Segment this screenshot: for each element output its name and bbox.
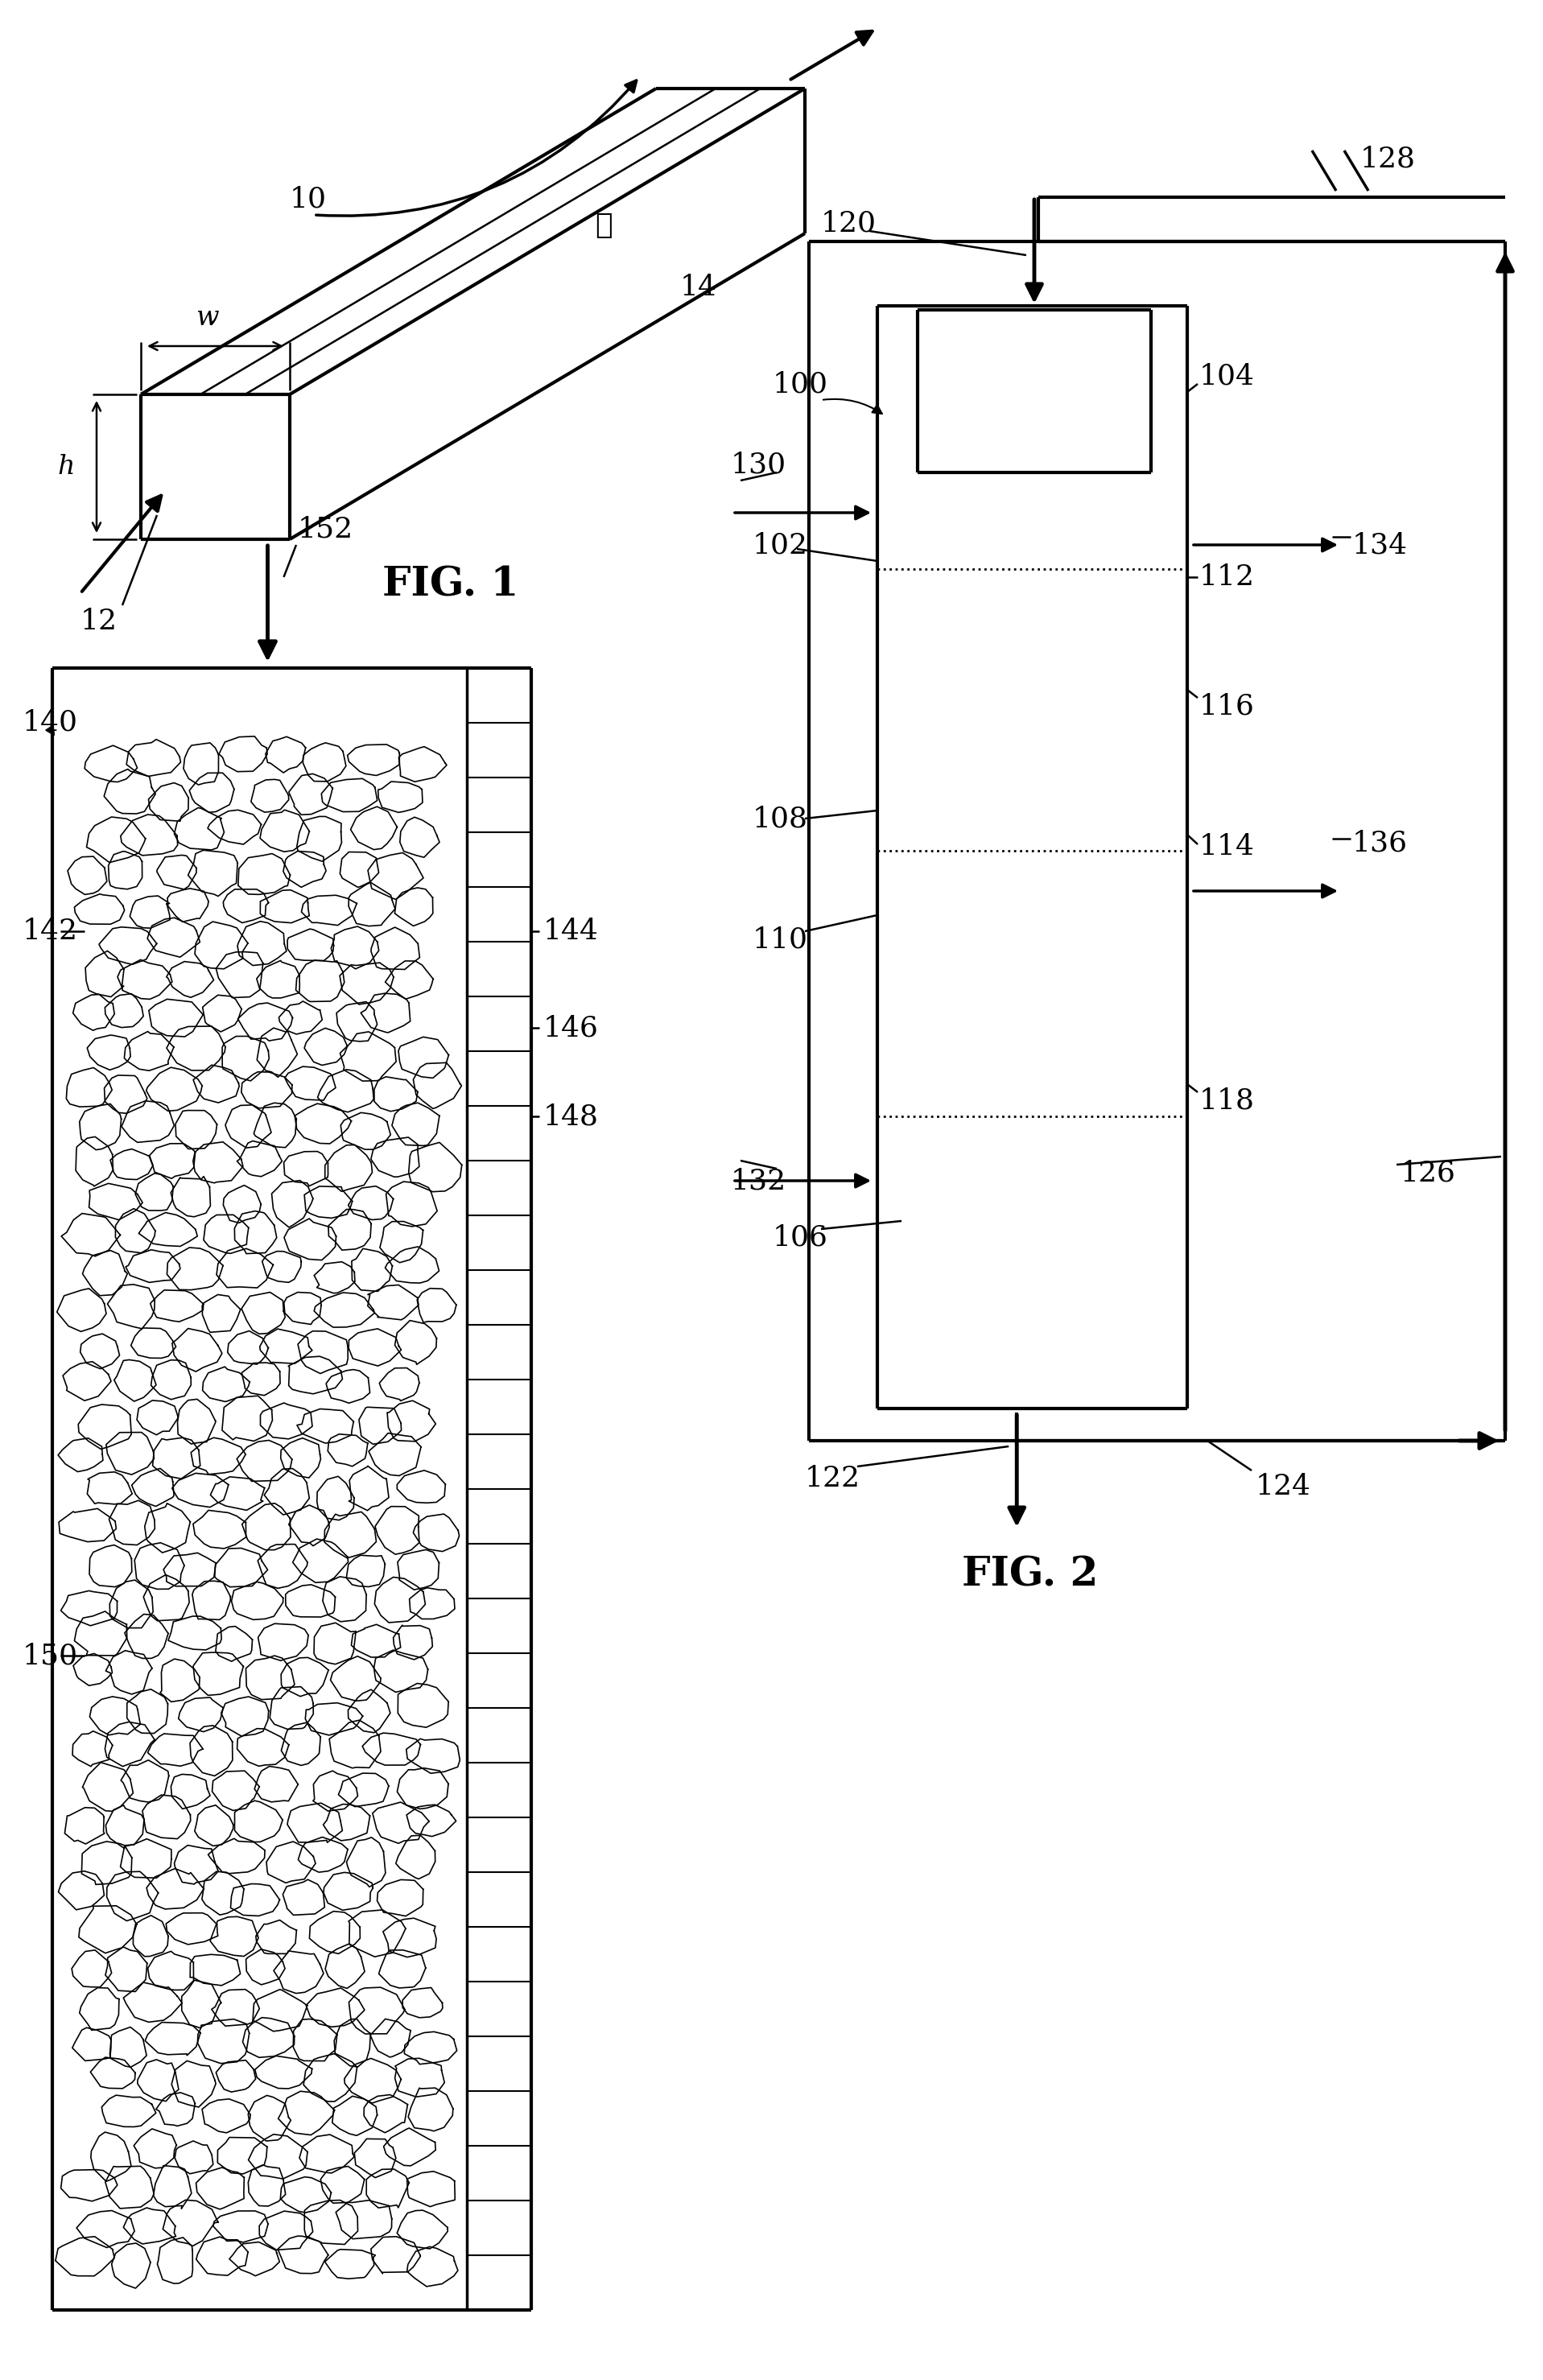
Text: ℓ: ℓ — [596, 212, 613, 238]
Text: 152: 152 — [298, 514, 353, 543]
Text: 104: 104 — [1199, 362, 1254, 390]
Text: 12: 12 — [80, 607, 117, 635]
Text: 106: 106 — [773, 1223, 829, 1252]
Text: 136: 136 — [1352, 828, 1407, 857]
Text: 102: 102 — [753, 531, 809, 559]
Text: w: w — [196, 305, 219, 331]
Text: 118: 118 — [1199, 1088, 1254, 1114]
Text: 128: 128 — [1361, 145, 1416, 171]
Text: 114: 114 — [1199, 833, 1254, 862]
Text: h: h — [57, 455, 74, 481]
Text: 146: 146 — [543, 1014, 599, 1042]
Text: FIG. 2: FIG. 2 — [963, 1557, 1099, 1595]
Text: 120: 120 — [821, 209, 876, 236]
Text: 148: 148 — [543, 1102, 599, 1130]
Text: 112: 112 — [1199, 564, 1254, 590]
Text: 122: 122 — [805, 1464, 861, 1492]
Text: 14: 14 — [680, 274, 717, 300]
Text: 134: 134 — [1352, 531, 1407, 559]
Text: 126: 126 — [1401, 1159, 1457, 1185]
Text: 124: 124 — [1256, 1473, 1312, 1499]
Text: 142: 142 — [23, 919, 79, 945]
Text: 100: 100 — [773, 371, 829, 397]
Text: 140: 140 — [23, 709, 79, 735]
Text: 108: 108 — [753, 804, 809, 833]
Text: 150: 150 — [23, 1642, 79, 1668]
Text: FIG. 1: FIG. 1 — [383, 566, 518, 605]
Text: 130: 130 — [731, 450, 787, 478]
Text: 110: 110 — [753, 926, 809, 952]
Text: 116: 116 — [1199, 693, 1254, 719]
Text: 132: 132 — [731, 1166, 787, 1195]
Text: 144: 144 — [543, 919, 599, 945]
Text: 10: 10 — [290, 186, 327, 212]
